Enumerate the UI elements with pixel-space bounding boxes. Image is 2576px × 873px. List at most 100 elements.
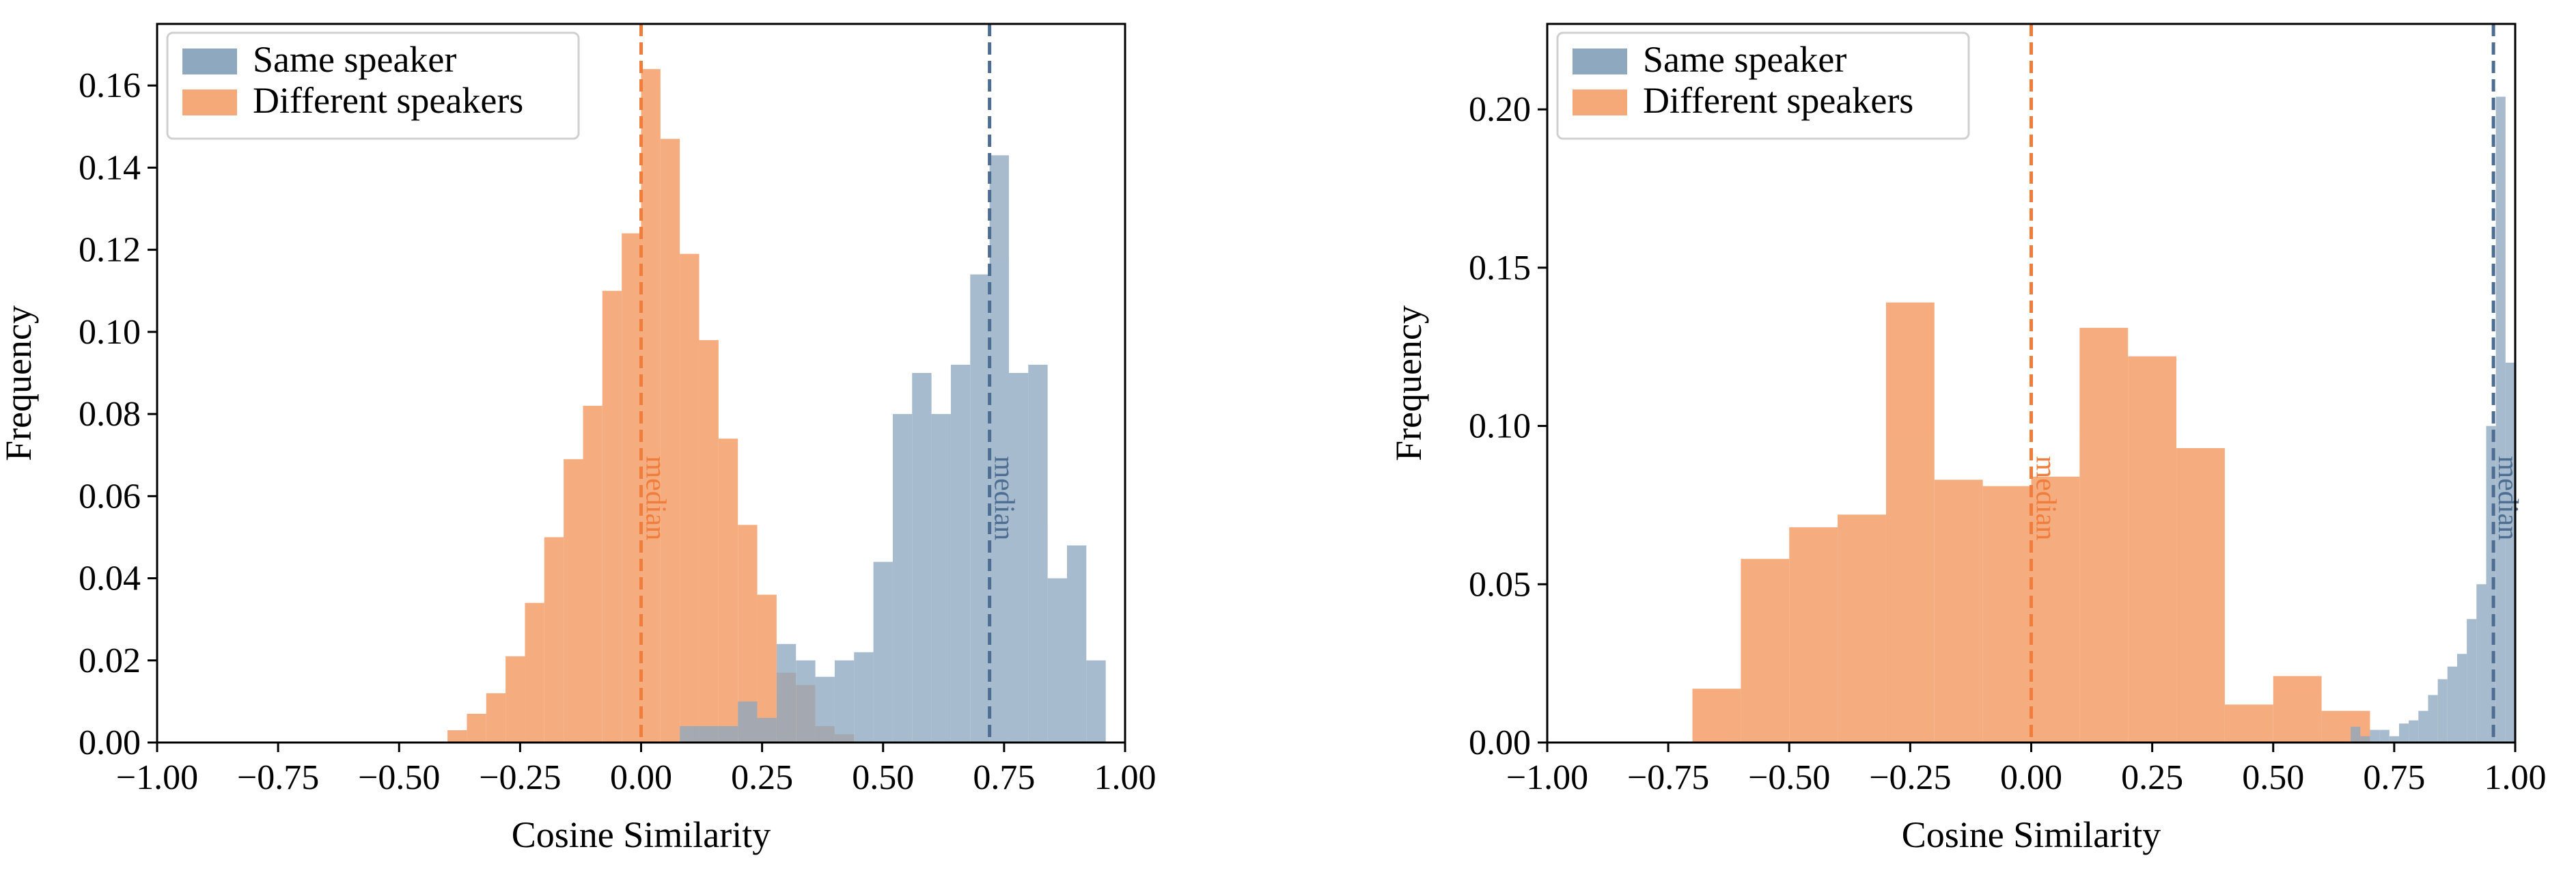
histogram-bar (2079, 327, 2129, 743)
y-axis-label: Frequency (0, 305, 39, 461)
histogram-bar (2495, 96, 2506, 743)
y-tick-label: 0.10 (79, 313, 141, 352)
histogram-bar (699, 725, 719, 743)
y-tick-label: 0.14 (79, 148, 141, 187)
histogram-bar (467, 713, 486, 743)
histogram-bar (2476, 584, 2487, 743)
histogram-bar (602, 290, 622, 743)
y-tick-label: 0.02 (79, 641, 141, 680)
histogram-bar (834, 660, 855, 743)
histogram-bar (796, 660, 816, 743)
x-tick-label: −0.25 (479, 758, 561, 797)
x-tick-label: −0.25 (1869, 758, 1951, 797)
x-tick-label: −1.00 (1506, 758, 1588, 797)
histogram-bar (2447, 666, 2457, 743)
x-tick-label: 0.75 (2363, 758, 2425, 797)
histogram-bar (1934, 480, 1983, 743)
histogram-bar (2456, 654, 2467, 743)
histogram-bar (1008, 372, 1029, 743)
x-tick-label: 0.75 (973, 758, 1035, 797)
series-same-speaker (680, 155, 1106, 743)
histogram-bar (505, 656, 525, 743)
x-tick-label: −1.00 (116, 758, 198, 797)
histogram-bar (2428, 695, 2438, 743)
histogram-bar (2389, 736, 2399, 743)
histogram-bar (2176, 448, 2225, 743)
histogram-bar (1838, 514, 1886, 743)
histogram-bar (2224, 704, 2273, 743)
series-different-speakers (447, 69, 855, 743)
histogram-bar (660, 139, 680, 743)
histogram-bar (564, 459, 583, 743)
legend-box (1556, 31, 1970, 140)
histogram-bar (931, 414, 951, 743)
y-tick-label: 0.05 (1469, 565, 1531, 604)
histogram-bar (2273, 676, 2322, 743)
histogram-bar (2467, 619, 2477, 743)
histogram-bar (718, 439, 738, 743)
y-tick-label: 0.16 (79, 66, 141, 105)
series-same-speaker (2351, 96, 2515, 743)
histogram-bar (1789, 527, 1838, 743)
x-axis-label: Cosine Similarity (1902, 814, 2161, 855)
histogram-bar (2360, 736, 2370, 743)
median-label: median (988, 456, 1020, 541)
x-tick-label: 0.00 (2000, 758, 2062, 797)
x-axis-label: Cosine Similarity (512, 814, 771, 855)
histogram-bar (680, 725, 700, 743)
legend-box (166, 31, 580, 140)
histogram-bar (892, 414, 913, 743)
histogram-bar (699, 340, 719, 743)
histogram-bar (738, 701, 758, 743)
x-tick-label: 0.50 (2242, 758, 2304, 797)
histogram-bar (622, 233, 641, 743)
legend-swatch (182, 48, 237, 74)
histogram-bar (815, 676, 835, 743)
histogram-bar (641, 69, 661, 743)
x-tick-label: 0.00 (610, 758, 672, 797)
x-tick-label: −0.50 (1748, 758, 1830, 797)
x-tick-label: 0.25 (731, 758, 793, 797)
legend-swatch (1573, 89, 1627, 115)
histogram-bar (1982, 486, 2032, 743)
legend-swatch (182, 89, 237, 115)
series-different-speakers (1692, 302, 2370, 743)
x-tick-label: 0.50 (852, 758, 914, 797)
histogram-bar (2128, 356, 2177, 743)
histogram-bar (970, 274, 990, 743)
histogram-bar (912, 372, 932, 743)
histogram-bar (2409, 720, 2419, 743)
histogram-bar (544, 537, 564, 743)
y-tick-label: 0.06 (79, 477, 141, 516)
y-tick-label: 0.20 (1469, 90, 1531, 129)
histogram-bar (486, 693, 506, 743)
histogram-bar (2398, 723, 2409, 743)
median-label: median (2492, 456, 2523, 541)
x-tick-label: 0.25 (2121, 758, 2183, 797)
legend-label: Different speakers (1643, 80, 1913, 121)
legend-label: Same speaker (253, 39, 456, 80)
histogram-bar (2505, 362, 2515, 743)
y-tick-label: 0.12 (79, 231, 141, 270)
y-tick-label: 0.15 (1469, 249, 1531, 288)
median-label: median (2030, 456, 2062, 541)
histogram-bar (1692, 689, 1741, 743)
histogram-bar (1028, 364, 1048, 743)
x-tick-label: 1.00 (2484, 758, 2547, 797)
histogram-bar (2437, 679, 2448, 743)
y-axis-label: Frequency (1388, 305, 1429, 461)
histogram-bar (1047, 578, 1067, 743)
chart-panel-2: median median −1.00 −0.75 −0.50 −0.25 0.00 0.25… (1388, 23, 2547, 855)
histogram-bar (680, 253, 700, 743)
histogram-bar (583, 406, 603, 743)
histogram-bar (447, 730, 467, 743)
histogram-bar (757, 717, 777, 743)
histogram-bar (2031, 476, 2080, 743)
histogram-bar (2351, 726, 2361, 743)
histogram-bar (854, 652, 874, 743)
histogram-bar (2418, 710, 2428, 743)
histogram-bar (873, 562, 893, 743)
